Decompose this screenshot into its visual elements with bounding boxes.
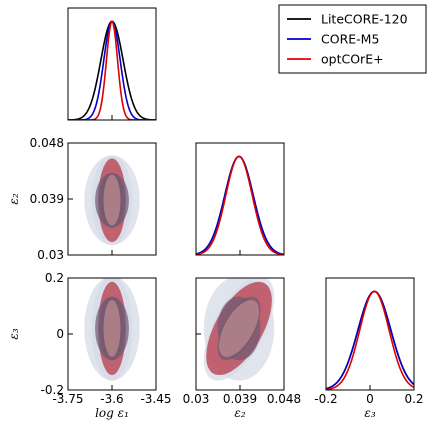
x-tick-label-eps3: -0.2 <box>314 392 337 406</box>
x-tick-label-eps3: 0.2 <box>404 392 423 406</box>
x-axis-label-eps3: ε₃ <box>364 406 375 420</box>
contour-68-optcore- <box>219 299 260 357</box>
x-tick-label-eps2: 0.039 <box>223 392 257 406</box>
y-axis-label-eps2: ε₂ <box>7 193 21 204</box>
y-tick-label-eps2: 0.039 <box>30 192 64 206</box>
x-tick-label-eps3: 0 <box>366 392 374 406</box>
pdf-line-core-m5 <box>326 290 414 390</box>
panel-frame-0-0 <box>67 7 157 121</box>
x-tick-label-eps2: 0.048 <box>267 392 301 406</box>
pdf-line-core-m5 <box>196 155 284 255</box>
panel-1d-eps2 <box>196 155 284 255</box>
x-tick-label-logeps1: -3.75 <box>52 392 83 406</box>
x-axis-label-eps2: ε₂ <box>234 406 245 420</box>
pdf-line-litecore-120 <box>196 155 284 255</box>
panel-eps2-eps3 <box>203 278 275 381</box>
pdf-line-optcore- <box>196 155 284 255</box>
y-tick-label-eps2: 0.048 <box>30 136 64 150</box>
y-tick-label-eps3: 0 <box>56 327 64 341</box>
pdf-line-core-m5 <box>68 20 156 120</box>
y-tick-label-eps3: 0.2 <box>45 271 64 285</box>
contour-68-optcore- <box>103 174 121 226</box>
panel-logeps1-eps3 <box>84 278 140 381</box>
contour-68-optcore- <box>103 299 121 357</box>
pdf-line-optcore- <box>68 20 156 120</box>
x-tick-label-logeps1: -3.45 <box>140 392 171 406</box>
legend-label: LiteCORE-120 <box>321 12 408 27</box>
pdf-line-optcore- <box>326 290 414 390</box>
panel-logeps1-eps2 <box>84 155 140 246</box>
y-tick-label-eps2: 0.03 <box>37 248 64 262</box>
y-axis-label-eps3: ε₃ <box>7 328 21 339</box>
legend-label: optCOrE+ <box>321 52 384 67</box>
pdf-line-litecore-120 <box>326 290 414 390</box>
pdf-line-litecore-120 <box>68 20 156 120</box>
y-tick-label-eps3: -0.2 <box>41 383 64 397</box>
legend: LiteCORE-120 CORE-M5 optCOrE+ <box>278 4 427 74</box>
legend-label: CORE-M5 <box>321 32 379 47</box>
panel-1d-logeps1 <box>68 20 156 120</box>
x-tick-label-eps2: 0.03 <box>183 392 210 406</box>
panel-1d-eps3 <box>326 290 414 390</box>
x-axis-label-logeps1: log ε₁ <box>95 406 129 420</box>
panel-frame-1-1 <box>195 142 285 256</box>
x-tick-label-logeps1: -3.6 <box>100 392 123 406</box>
